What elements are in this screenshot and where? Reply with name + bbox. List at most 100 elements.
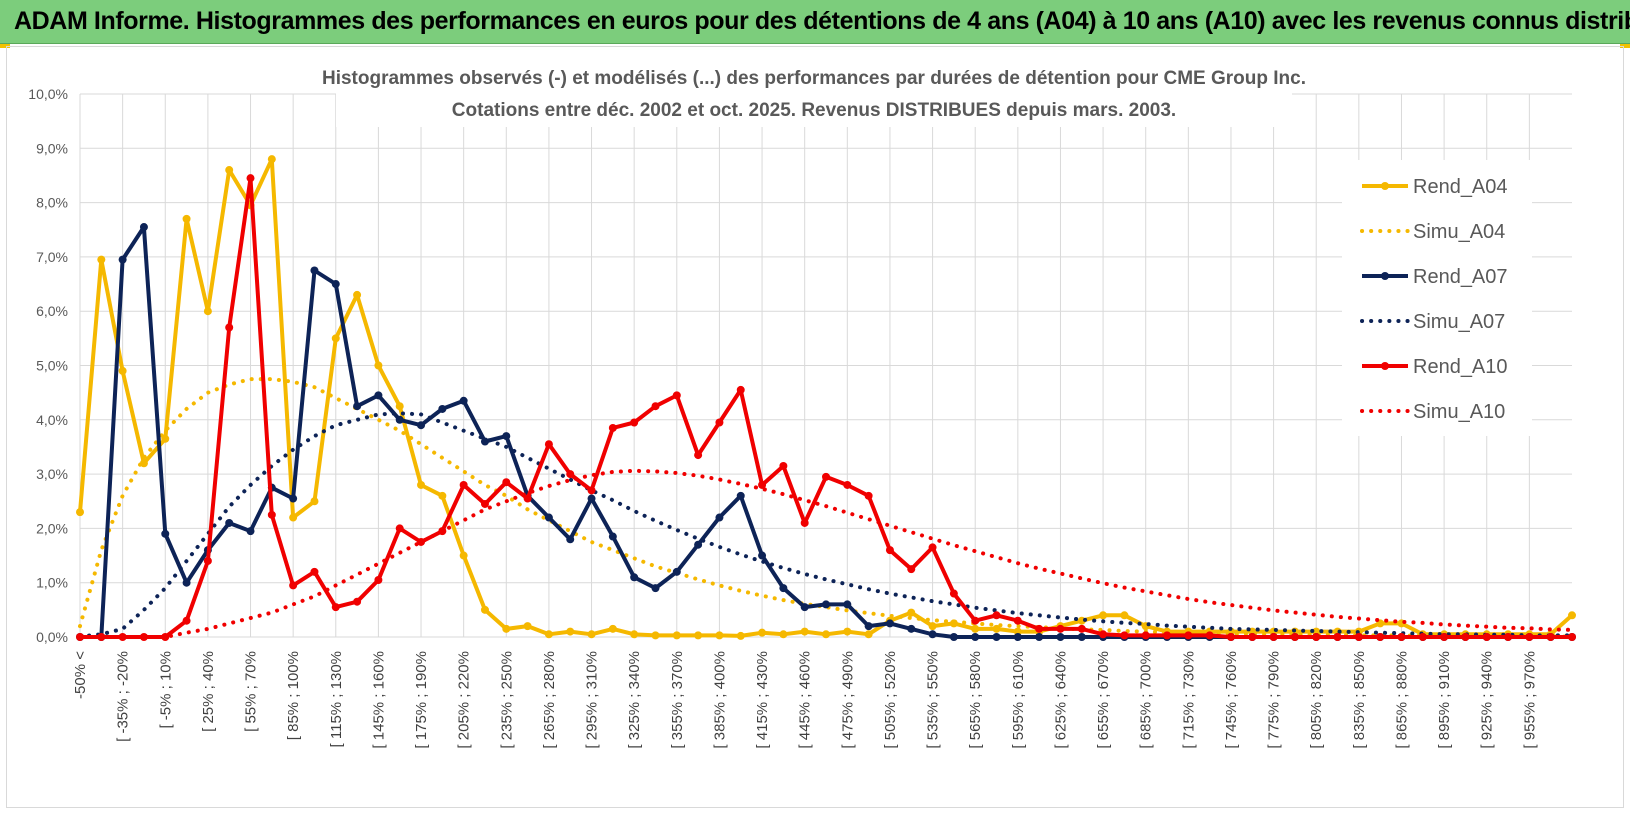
point-rend-a10 <box>523 494 532 503</box>
point-rend-a04 <box>694 631 703 640</box>
point-rend-a04 <box>779 630 788 639</box>
x-tick-label: [ 205% ; 220% <box>456 651 473 749</box>
x-tick-label: [ 895% ; 910% <box>1436 651 1453 749</box>
point-rend-a10 <box>502 478 511 487</box>
x-tick-label: [ 955% ; 970% <box>1521 651 1538 749</box>
legend-item-simu-a04: Simu_A04 <box>1360 221 1505 243</box>
point-rend-a07 <box>800 603 809 612</box>
point-rend-a04 <box>758 628 767 637</box>
legend-label: Simu_A10 <box>1413 401 1505 423</box>
point-rend-a10 <box>864 491 873 500</box>
point-rend-a04 <box>1099 611 1108 620</box>
point-rend-a10 <box>1546 633 1555 641</box>
point-rend-a10 <box>843 480 852 489</box>
point-rend-a10 <box>182 616 191 625</box>
point-rend-a07 <box>161 529 170 538</box>
y-tick-label: 0,0% <box>36 629 68 645</box>
legend-label: Rend_A04 <box>1413 176 1508 198</box>
y-axis-ticks: 0,0% 1,0% 2,0% 3,0% 4,0% 5,0% 6,0% 7,0% 8,0% 9,0%… <box>28 86 68 645</box>
point-rend-a10 <box>694 451 703 460</box>
x-tick-label: [ 385% ; 400% <box>711 651 728 749</box>
x-tick-label: [ 535% ; 550% <box>925 651 942 749</box>
point-rend-a07 <box>736 491 745 500</box>
point-rend-a04 <box>822 630 830 639</box>
point-rend-a10 <box>1077 624 1086 633</box>
point-rend-a04 <box>438 491 447 500</box>
point-rend-a07 <box>864 622 873 631</box>
point-rend-a10 <box>608 423 617 432</box>
point-rend-a04 <box>864 630 873 639</box>
point-rend-a10 <box>1568 633 1576 641</box>
point-rend-a07 <box>758 551 767 560</box>
chart-subtitle: Cotations entre déc. 2002 et oct. 2025. … <box>452 100 1176 121</box>
x-tick-label: [ 835% ; 850% <box>1351 651 1368 749</box>
point-rend-a10 <box>1099 630 1108 639</box>
point-rend-a07 <box>459 396 468 405</box>
point-rend-a10 <box>1226 633 1235 641</box>
x-tick-label: [ 355% ; 370% <box>669 651 686 749</box>
point-rend-a10 <box>395 524 404 533</box>
report-banner: ADAM Informe. Histogrammes des performan… <box>0 0 1630 44</box>
point-rend-a04 <box>161 434 170 443</box>
point-rend-a04 <box>502 624 511 633</box>
point-rend-a10 <box>1013 616 1022 625</box>
x-tick-label: [ 805% ; 820% <box>1308 651 1325 749</box>
x-tick-label: [ 745% ; 760% <box>1223 651 1240 749</box>
point-rend-a04 <box>715 631 724 640</box>
y-tick-label: 10,0% <box>28 86 68 102</box>
chart-title: Histogrammes observés (-) et modélisés (… <box>322 68 1306 89</box>
point-rend-a10 <box>971 616 980 625</box>
point-rend-a07 <box>566 535 575 544</box>
point-rend-a07 <box>715 513 724 522</box>
y-tick-label: 2,0% <box>36 520 68 536</box>
point-rend-a10 <box>267 510 276 519</box>
point-rend-a10 <box>331 603 340 612</box>
point-rend-a07 <box>630 573 639 582</box>
legend-item-rend-a10: Rend_A10 <box>1362 356 1508 378</box>
point-rend-a07 <box>480 437 489 446</box>
point-rend-a10 <box>1163 631 1172 640</box>
point-rend-a10 <box>225 323 234 332</box>
point-rend-a04 <box>523 622 532 631</box>
point-rend-a10 <box>1333 633 1342 641</box>
corner-mark-right <box>1620 44 1630 48</box>
title-background <box>336 61 1292 127</box>
point-rend-a10 <box>97 633 106 641</box>
point-rend-a10 <box>374 575 383 584</box>
legend-item-rend-a04: Rend_A04 <box>1362 176 1508 198</box>
point-rend-a10 <box>1461 633 1470 641</box>
point-rend-a04 <box>374 361 383 370</box>
point-rend-a10 <box>1290 633 1299 641</box>
y-tick-label: 5,0% <box>36 358 68 374</box>
x-tick-label: [ 685% ; 700% <box>1138 651 1155 749</box>
x-tick-label: [ 505% ; 520% <box>882 651 899 749</box>
point-rend-a10 <box>1376 633 1385 641</box>
point-rend-a04 <box>480 605 489 614</box>
point-rend-a04 <box>1568 611 1576 620</box>
x-axis-ticks: -50% < [ -35% ; -20% [ -5% ; 10% [ 25% ; 40… <box>72 651 1538 749</box>
point-rend-a10 <box>587 486 596 495</box>
point-rend-a07 <box>949 633 958 641</box>
legend-background <box>1342 160 1532 436</box>
point-rend-a04 <box>907 608 916 617</box>
point-rend-a04 <box>459 551 468 560</box>
point-rend-a10 <box>1141 631 1150 640</box>
point-rend-a07 <box>246 527 255 536</box>
point-rend-a04 <box>544 630 553 639</box>
point-rend-a10 <box>949 589 958 598</box>
y-tick-label: 1,0% <box>36 575 68 591</box>
point-rend-a07 <box>992 633 1001 641</box>
legend-label: Rend_A10 <box>1413 356 1508 378</box>
legend-label: Simu_A04 <box>1413 221 1505 243</box>
point-rend-a07 <box>885 619 894 628</box>
series-line-simu-a07 <box>78 411 1574 639</box>
point-rend-a10 <box>118 633 127 641</box>
point-rend-a10 <box>1035 624 1044 633</box>
x-tick-label: [ 295% ; 310% <box>584 651 601 749</box>
corner-mark-left <box>0 44 10 48</box>
point-rend-a04 <box>225 166 234 175</box>
point-rend-a10 <box>1120 631 1129 640</box>
point-rend-a10 <box>1504 633 1513 641</box>
point-rend-a10 <box>715 418 724 427</box>
